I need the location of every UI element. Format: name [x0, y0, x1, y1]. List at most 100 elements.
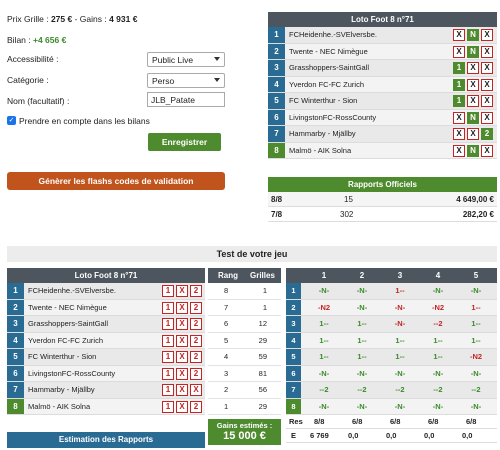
grid-cell: -N-	[470, 286, 482, 295]
pick-box[interactable]: N	[467, 144, 479, 157]
accessibilite-label: Accessibilité :	[7, 54, 59, 64]
test-pick-box[interactable]: 1	[162, 285, 174, 297]
test-pick-box[interactable]: 2	[190, 400, 202, 413]
grid-col-header: 4	[435, 271, 441, 280]
pick-box[interactable]: X	[467, 128, 479, 140]
test-pick-box[interactable]: 1	[162, 301, 174, 314]
test-match-row: 3 Grasshoppers-SaintGall 1 X 2	[7, 316, 205, 333]
pick-box[interactable]: X	[481, 62, 493, 74]
pick-box[interactable]: X	[453, 29, 465, 41]
pick-box[interactable]: 1	[453, 95, 465, 107]
test-pick-box[interactable]: 1	[162, 384, 174, 396]
match-name: Hammarby - Mjällby	[289, 129, 356, 138]
pick-box[interactable]: X	[467, 62, 479, 74]
grilles-value: 59	[258, 352, 267, 361]
grid-cell: -N-	[432, 286, 444, 295]
pick-box[interactable]: 1	[453, 62, 465, 74]
test-left-title: Loto Foot 8 n°71	[7, 268, 205, 283]
pick-box[interactable]: X	[467, 95, 479, 107]
grid-row-number: 1	[286, 283, 301, 299]
grilles-value: 29	[258, 401, 267, 411]
generer-flash-button[interactable]: Génèrer les flashs codes de validation	[7, 172, 225, 190]
match-row: 4 Yverdon FC-FC Zurich 1 X X	[268, 76, 497, 93]
pick-box[interactable]: 1	[453, 78, 465, 91]
pick-box[interactable]: N	[467, 111, 479, 124]
grid-cell: 1--	[471, 335, 481, 345]
rapports-title: Rapports Officiels	[268, 177, 497, 192]
grid-cell: -N-	[318, 368, 330, 378]
pick-box[interactable]: 2	[481, 128, 493, 140]
test-pick-box[interactable]: X	[176, 285, 188, 297]
grid-cell: -N-	[356, 368, 368, 378]
test-pick-box[interactable]: 2	[190, 301, 202, 314]
pick-box[interactable]: X	[481, 78, 493, 91]
test-pick-box[interactable]: 1	[162, 318, 174, 330]
test-match-row: 5 FC Winterthur - Sion 1 X 2	[7, 349, 205, 366]
grid-row-number: 8	[286, 398, 301, 414]
grid-col-header: 3	[397, 271, 403, 280]
test-pick-box[interactable]: 1	[162, 351, 174, 363]
gains-estimes-label: Gains estimés :	[216, 421, 273, 430]
pick-box[interactable]: X	[453, 45, 465, 58]
test-pick-box[interactable]: X	[176, 351, 188, 363]
pick-box[interactable]: N	[467, 45, 479, 58]
pick-box[interactable]: X	[453, 128, 465, 140]
test-pick-box[interactable]: X	[176, 301, 188, 314]
grid-row-number: 4	[286, 332, 301, 348]
match-name: FC Winterthur - Sion	[289, 96, 358, 105]
rang-value: 1	[224, 401, 229, 411]
grid-cell: 1--	[395, 335, 405, 345]
grid-cell: -N-	[394, 368, 406, 378]
match-table: Loto Foot 8 n°71 1 FCHeidenhe.-SVElversbe…	[268, 12, 497, 159]
test-pick-box[interactable]: 2	[190, 334, 202, 347]
match-row: 6 LivingstonFC-RossCounty X N X	[268, 109, 497, 126]
bilans-checkbox[interactable]: ✓	[7, 116, 16, 125]
pick-box[interactable]: X	[467, 78, 479, 91]
pick-box[interactable]: X	[481, 29, 493, 41]
gains-label: - Gains :	[74, 14, 107, 24]
grid-cell: --2	[357, 385, 367, 394]
accessibilite-select[interactable]: Public Live	[147, 52, 225, 67]
test-pick-box[interactable]: 1	[162, 334, 174, 347]
categorie-select[interactable]: Perso	[147, 73, 225, 88]
rang-row: 3 81	[208, 366, 281, 382]
pick-box[interactable]: X	[481, 111, 493, 124]
test-pick-box[interactable]: X	[176, 384, 188, 396]
nom-input[interactable]: JLB_Patate	[147, 92, 225, 107]
pick-box[interactable]: X	[481, 95, 493, 107]
test-match-number: 7	[7, 382, 24, 398]
test-match-number: 2	[7, 299, 24, 315]
test-pick-box[interactable]: 2	[190, 351, 202, 363]
test-pick-box[interactable]: 2	[190, 285, 202, 297]
test-pick-box[interactable]: 1	[162, 367, 174, 380]
test-pick-box[interactable]: 2	[190, 318, 202, 330]
test-pick-box[interactable]: X	[176, 400, 188, 413]
grid-row-number: 7	[286, 382, 301, 398]
enregistrer-button[interactable]: Enregistrer	[148, 133, 221, 151]
estimation-rapports-button[interactable]: Estimation des Rapports	[7, 432, 205, 448]
grid-cell: -N-	[394, 401, 406, 411]
pick-box[interactable]: X	[453, 144, 465, 157]
grilles-value: 1	[262, 302, 267, 312]
test-pick-box[interactable]: X	[176, 367, 188, 380]
test-pick-box[interactable]: 1	[162, 400, 174, 413]
test-left-table: Loto Foot 8 n°71 1 FCHeidenhe.-SVElversbe…	[7, 268, 205, 415]
test-pick-box[interactable]: X	[176, 334, 188, 347]
match-number: 4	[268, 76, 285, 92]
e-value: 0,0	[348, 431, 359, 440]
pick-box[interactable]: X	[453, 111, 465, 124]
test-pick-box[interactable]: X	[190, 384, 202, 396]
pick-box[interactable]: X	[481, 45, 493, 58]
grid-row: 5 1-- 1-- 1-- 1-- -N2	[286, 349, 497, 366]
e-value: 6 769	[310, 431, 329, 440]
grid-cell: -N-	[470, 368, 482, 378]
test-pick-box[interactable]: X	[176, 318, 188, 330]
match-row: 7 Hammarby - Mjällby X X 2	[268, 126, 497, 143]
e-value: 0,0	[462, 431, 473, 440]
test-pick-box[interactable]: 2	[190, 367, 202, 380]
pick-box[interactable]: X	[481, 144, 493, 157]
bilans-check-label: Prendre en compte dans les bilans	[19, 116, 150, 126]
pick-box[interactable]: N	[467, 29, 479, 41]
test-match-number: 1	[7, 283, 24, 299]
